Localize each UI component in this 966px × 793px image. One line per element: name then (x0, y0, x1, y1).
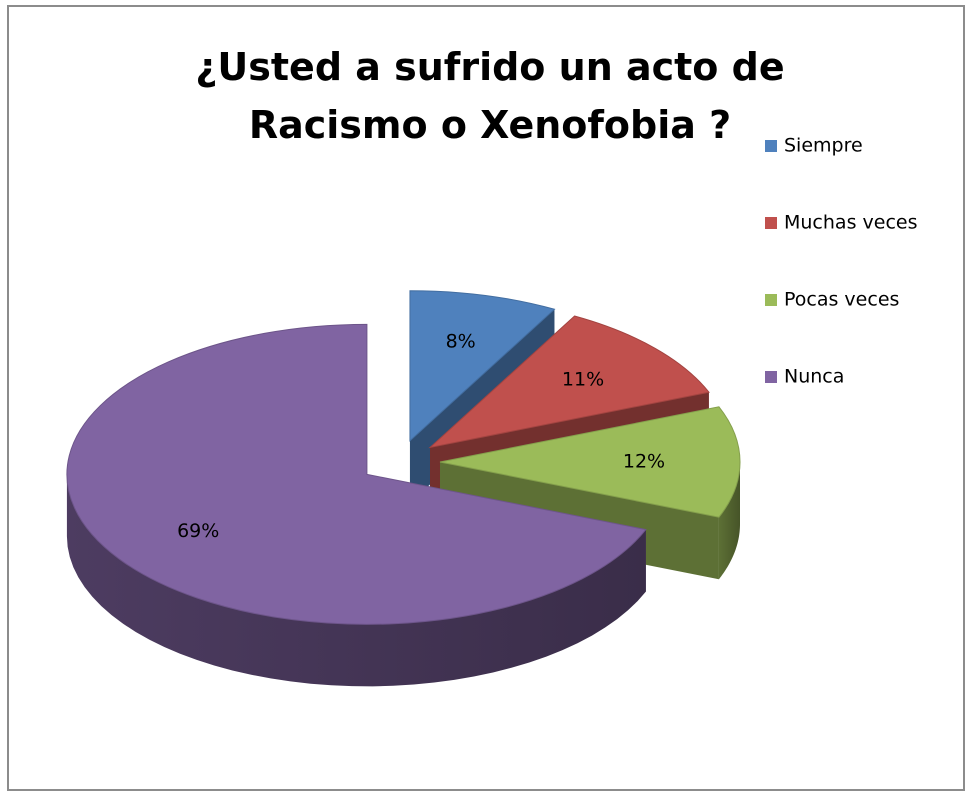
legend-label: Muchas veces (784, 212, 917, 234)
data-label: 8% (446, 330, 476, 352)
legend-label: Pocas veces (784, 289, 899, 311)
legend: Siempre Muchas veces Pocas veces Nunca (765, 135, 917, 388)
pie-tops (66, 290, 741, 625)
slice (439, 406, 741, 518)
slice-side (66, 474, 646, 687)
legend-label: Siempre (784, 135, 863, 157)
slice (428, 315, 710, 449)
legend-swatch (765, 140, 777, 152)
chart-title: ¿Usted a sufrido un acto de Racismo o Xe… (195, 45, 785, 147)
data-label: 12% (623, 451, 665, 473)
legend-label: Nunca (784, 366, 844, 388)
legend-swatch (765, 294, 777, 306)
legend-swatch (765, 217, 777, 229)
slice (66, 323, 647, 625)
slice (409, 290, 556, 442)
data-label: 69% (177, 520, 219, 542)
pie-labels: 8% 11% 12% 69% (177, 330, 665, 542)
data-label: 11% (562, 368, 604, 390)
legend-swatch (765, 371, 777, 383)
